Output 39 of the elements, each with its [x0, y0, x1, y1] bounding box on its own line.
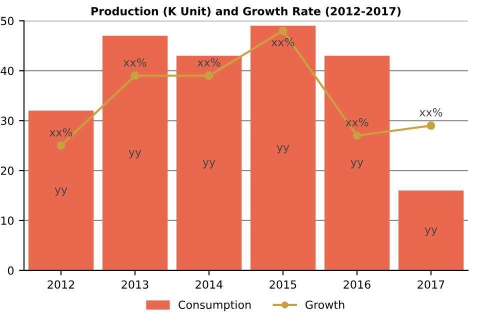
y-tick-label: 10: [1, 216, 14, 225]
data-label: yy: [424, 227, 438, 236]
data-label: xx%: [345, 118, 368, 127]
y-tick-label: 0: [8, 266, 14, 275]
bar: [250, 26, 316, 270]
data-label: yy: [54, 188, 68, 196]
x-tick-label: 2013: [122, 280, 148, 289]
x-tick-label: 2016: [344, 280, 370, 289]
x-tick-label: 2017: [418, 280, 444, 289]
point: [130, 72, 140, 80]
bar: [176, 56, 242, 270]
data-label: xx%: [271, 38, 294, 46]
y-tick-label: 30: [0, 116, 14, 126]
data-label: yy: [276, 145, 290, 154]
x-tick-label: 2015: [270, 280, 296, 289]
bar: [398, 190, 464, 270]
y-tick-label: 20: [0, 166, 14, 175]
data-label: xx%: [197, 58, 220, 67]
x-tick-label: 2014: [196, 280, 223, 289]
point: [204, 72, 214, 80]
point: [278, 26, 288, 35]
data-label: xx%: [123, 58, 146, 67]
y-tick-label: 40: [0, 66, 14, 76]
data-label: yy: [202, 160, 216, 168]
data-label: xx%: [419, 108, 442, 117]
legend-label: Consumption: [178, 300, 251, 312]
point: [56, 141, 66, 150]
point: [352, 131, 362, 140]
data-label: yy: [128, 150, 142, 158]
chart-title: Production (K Unit) and Growth Rate (2012-2017): [92, 6, 401, 17]
bar: [102, 36, 168, 270]
y-tick-label: 50: [0, 16, 14, 26]
data-label: xx%: [49, 128, 72, 137]
bar: [28, 110, 94, 270]
x-tick-label: 2012: [48, 280, 74, 289]
bar: [324, 56, 390, 270]
data-label: yy: [350, 160, 364, 168]
point: [426, 121, 436, 130]
legend-label: Growth: [306, 300, 344, 309]
